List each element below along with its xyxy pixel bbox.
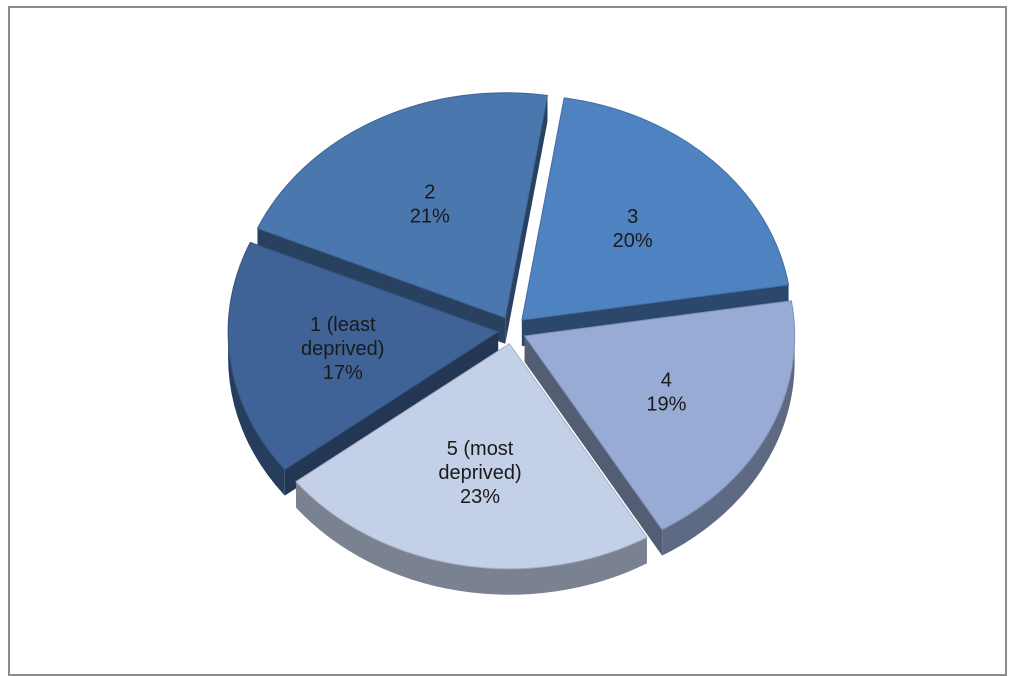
slice-percent-label: 17% (323, 362, 363, 384)
slice-category-label: 2 (424, 181, 435, 203)
pie-slice-1 (227, 241, 500, 471)
slice-percent-label: 20% (613, 230, 653, 252)
pie-slice-wall (505, 95, 548, 344)
pie-slice-label-1: 1 (least deprived) 17% (301, 314, 384, 384)
slice-category-label: 3 (627, 206, 638, 228)
pie-slice-label-3: 3 20% (613, 206, 653, 252)
slice-category-label: deprived) (301, 338, 384, 360)
pie-slice-3 (521, 97, 790, 321)
slice-category-label: 4 (661, 370, 672, 392)
pie-slice-2 (256, 92, 549, 319)
pie-slice-label-4: 4 19% (646, 370, 686, 416)
slice-percent-label: 19% (646, 394, 686, 416)
slice-percent-label: 23% (460, 486, 500, 508)
pie-labels: 3 20%4 19%5 (most deprived) 23%1 (least depri… (301, 181, 687, 508)
pie-slice-rim (228, 331, 285, 496)
slice-percent-label: 21% (410, 205, 450, 227)
slice-category-label: deprived) (438, 462, 521, 484)
pie-slice-label-2: 2 21% (410, 181, 450, 227)
pie-slice-rim (662, 335, 795, 556)
pie-slice-4 (523, 300, 796, 531)
slice-category-label: 1 (least (310, 314, 376, 336)
pie-slice-5 (295, 343, 648, 570)
pie-slices (227, 92, 796, 595)
slice-category-label: 5 (most (447, 438, 514, 460)
pie-slice-label-5: 5 (most deprived) 23% (438, 438, 521, 508)
pie-slice-rim (296, 481, 647, 595)
pie-slice-wall (524, 335, 663, 556)
